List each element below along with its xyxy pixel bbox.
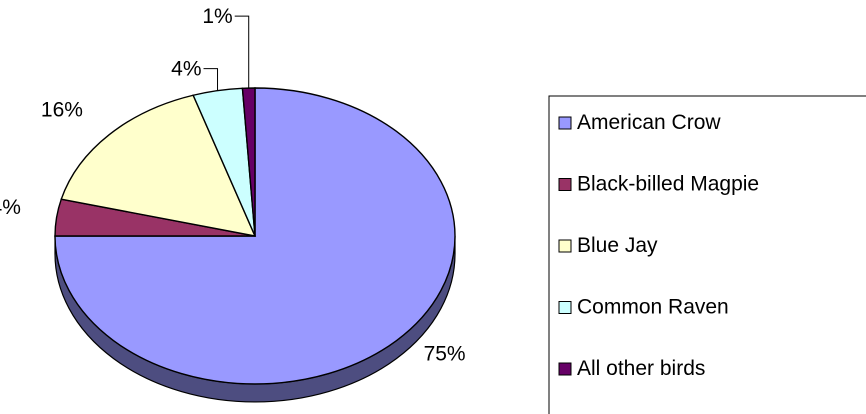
legend: American Crow Black-billed Magpie Blue Jay…	[548, 95, 866, 414]
pie-slices	[54, 87, 456, 385]
pie-leader-line	[234, 15, 250, 89]
legend-items: American Crow Black-billed Magpie Blue Jay…	[558, 111, 759, 380]
pie-labels: 75% 4% 16% 4% 1%	[0, 5, 466, 365]
legend-label: All other birds	[577, 357, 705, 380]
legend-swatch	[558, 301, 572, 314]
legend-swatch	[558, 239, 572, 253]
pie-percent-label: 1%	[202, 5, 232, 28]
pie-leader-line	[203, 68, 219, 91]
pie-slice	[54, 87, 456, 385]
legend-label: Blue Jay	[577, 234, 658, 257]
legend-swatch	[558, 362, 572, 376]
legend-label: Black-billed Magpie	[577, 173, 759, 196]
pie-percent-label: 4%	[0, 196, 21, 219]
legend-box	[548, 95, 866, 414]
pie-percent-label: 4%	[171, 58, 201, 81]
legend-swatch	[558, 116, 572, 130]
legend-label: American Crow	[577, 111, 721, 134]
legend-label: Common Raven	[577, 296, 729, 319]
pie-percent-label: 75%	[424, 343, 466, 366]
pie-percent-label: 16%	[41, 98, 83, 121]
pie-slice	[60, 94, 257, 237]
legend-swatch	[558, 178, 572, 191]
